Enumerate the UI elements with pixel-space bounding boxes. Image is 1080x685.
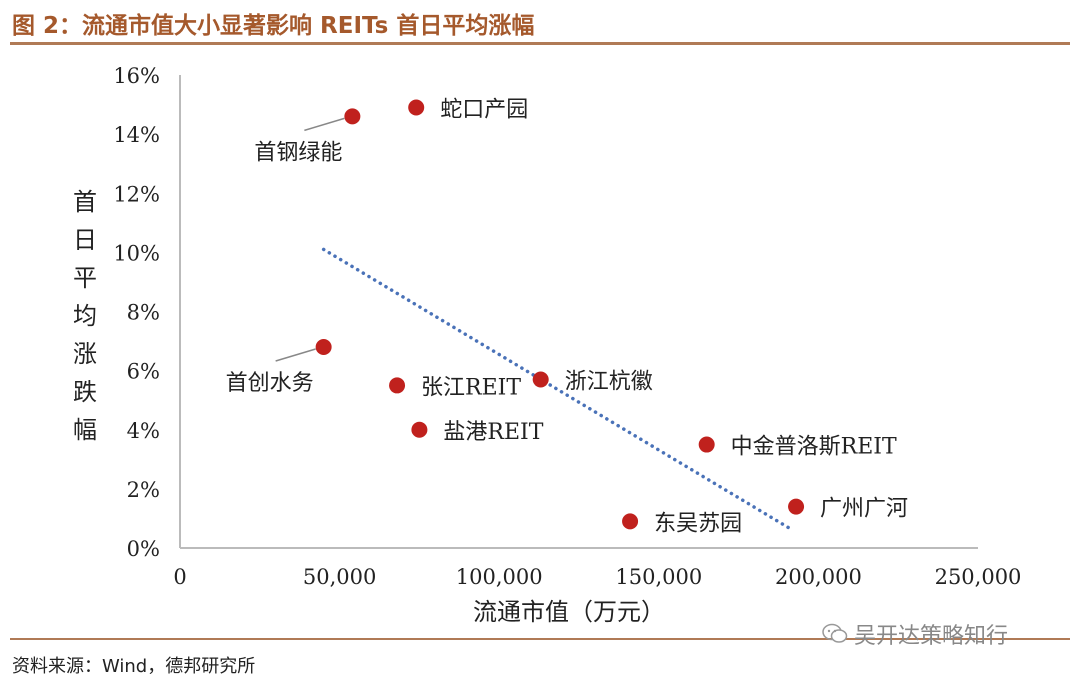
y-axis-label-char: 涨 [73, 340, 97, 368]
trendline-group [321, 247, 795, 533]
x-tick-label: 50,000 [303, 565, 376, 589]
scatter-chart: 0% 2% 4% 6% 8% 10% 12% 14% 16% 0 50,000 100,000 150,… [73, 64, 1021, 626]
wechat-icon [822, 623, 848, 643]
leader-line [304, 117, 345, 132]
data-point [698, 436, 715, 453]
figure-title: 图 2：流通市值大小显著影响 REITs 首日平均涨幅 [12, 13, 535, 39]
data-point-label: 东吴苏园 [654, 511, 742, 536]
data-point [532, 371, 549, 388]
y-tick-label: 6% [127, 360, 160, 384]
footer-divider [10, 638, 1070, 640]
source-note: 资料来源：Wind，德邦研究所 [12, 656, 256, 677]
y-tick-label: 2% [127, 478, 160, 502]
y-tick-label: 14% [113, 123, 160, 147]
y-tick-label: 10% [113, 241, 160, 265]
x-tick-label: 100,000 [456, 565, 543, 589]
y-axis-label-char: 幅 [73, 416, 97, 444]
x-tick-label: 250,000 [935, 565, 1022, 589]
y-axis-label-char: 均 [73, 302, 97, 330]
y-axis-label-char: 平 [73, 264, 97, 292]
data-point [408, 99, 425, 116]
y-tick-label: 0% [127, 537, 160, 561]
data-point-label: 盐港REIT [443, 420, 543, 445]
data-point [411, 421, 428, 438]
watermark-text: 吴开达策略知行 [854, 624, 1009, 649]
data-point-label: 浙江杭徽 [565, 369, 653, 394]
x-tick-label: 0 [173, 565, 186, 589]
watermark: 吴开达策略知行 [822, 618, 1008, 650]
x-axis-label: 流通市值（万元） [473, 598, 665, 626]
data-point-label: 中金普洛斯REIT [731, 435, 897, 460]
y-axis-label-char: 跌 [73, 378, 97, 406]
x-tick-label: 150,000 [615, 565, 702, 589]
y-axis-label-char: 日 [73, 226, 97, 254]
data-point [389, 377, 406, 394]
y-axis-label-char: 首 [73, 188, 97, 216]
y-tick-label: 12% [113, 182, 160, 206]
title-divider [10, 42, 1070, 45]
data-point-label: 蛇口产园 [440, 98, 528, 123]
data-point-label: 广州广河 [820, 497, 908, 522]
data-point-label: 张江REIT [421, 375, 521, 400]
chart-axes: 0% 2% 4% 6% 8% 10% 12% 14% 16% 0 50,000 100,000 150,… [113, 64, 1021, 589]
data-point-label: 首钢绿能 [254, 140, 342, 165]
y-tick-label: 16% [113, 64, 160, 88]
y-tick-label: 4% [127, 419, 160, 443]
data-point [788, 498, 805, 515]
data-point [315, 338, 332, 355]
data-point-label: 首创水务 [226, 371, 314, 396]
data-point [622, 513, 639, 530]
data-point [344, 108, 361, 125]
trendline [321, 247, 795, 533]
x-tick-label: 200,000 [775, 565, 862, 589]
leader-line [275, 348, 316, 362]
y-tick-label: 8% [127, 301, 160, 325]
